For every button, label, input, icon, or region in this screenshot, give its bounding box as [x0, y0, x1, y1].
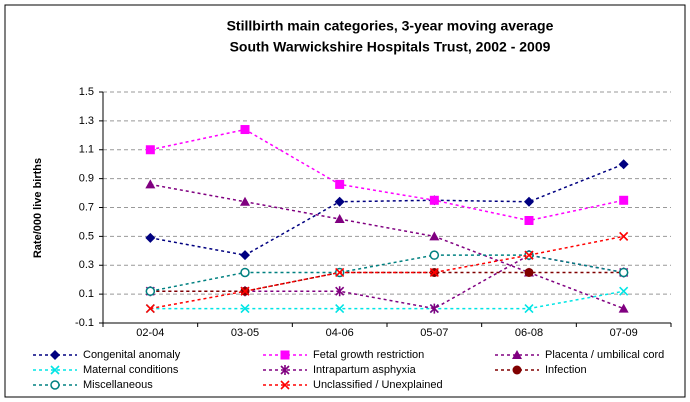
- x-tick-label: 07-09: [610, 327, 638, 339]
- marker: [618, 267, 629, 278]
- legend-label: Maternal conditions: [83, 364, 179, 376]
- marker: [618, 159, 629, 170]
- series-line: [150, 163, 624, 256]
- marker: [240, 303, 250, 314]
- y-tick-label: 0.5: [79, 230, 94, 242]
- marker: [240, 250, 250, 261]
- y-tick-label: 1.3: [79, 115, 94, 127]
- series-line: [150, 128, 624, 222]
- marker: [429, 250, 440, 260]
- marker: [145, 286, 156, 296]
- marker: [335, 179, 345, 189]
- plot: -0.1 0.1 0.3 0.5 0.7 0.9 1.1 1.3 1.5 02-04 03-05 04…: [33, 86, 672, 391]
- legend-label: Intrapartum asphyxia: [313, 364, 417, 376]
- marker: [240, 196, 250, 206]
- x-tick-label: 05-07: [420, 327, 448, 339]
- marker: [429, 303, 439, 314]
- x-tick-label: 02-04: [136, 327, 164, 339]
- marker: [145, 145, 155, 155]
- series-line: [150, 183, 624, 310]
- legend-label: Unclassified / Unexplained: [313, 379, 443, 391]
- legend-label: Fetal growth restriction: [313, 349, 424, 361]
- y-tick-label: -0.1: [75, 317, 94, 329]
- y-axis-label: Rate/000 live births: [32, 158, 44, 258]
- marker: [334, 196, 345, 207]
- marker: [50, 380, 60, 390]
- x-tick-label: 04-06: [326, 327, 354, 339]
- marker: [280, 380, 290, 390]
- marker: [145, 232, 156, 243]
- x-tick-label: 03-05: [231, 327, 259, 339]
- legend-label: Congenital anomaly: [83, 349, 181, 361]
- marker: [524, 196, 534, 207]
- marker: [145, 303, 155, 314]
- marker: [50, 350, 60, 360]
- y-tick-label: 0.7: [79, 201, 94, 213]
- legend-label: Infection: [545, 364, 587, 376]
- marker: [619, 231, 629, 241]
- marker: [280, 365, 290, 375]
- series-line: [150, 290, 624, 310]
- y-tick-label: 0.3: [79, 259, 94, 271]
- marker: [524, 250, 534, 260]
- marker: [429, 231, 440, 241]
- marker: [429, 195, 439, 205]
- legend-label: Placenta / umbilical cord: [545, 349, 664, 361]
- marker: [240, 125, 250, 135]
- series-line: [150, 235, 624, 310]
- marker: [50, 365, 60, 375]
- marker: [524, 303, 534, 314]
- legend-label: Miscellaneous: [83, 379, 153, 391]
- chart-title: Stillbirth main categories, 3-year movin…: [227, 18, 554, 34]
- marker: [335, 286, 345, 297]
- x-tick-label: 06-08: [515, 327, 543, 339]
- y-tick-label: 0.9: [79, 173, 94, 185]
- marker: [240, 286, 250, 296]
- marker: [618, 303, 629, 313]
- marker: [619, 195, 629, 205]
- marker: [524, 267, 534, 277]
- series-line: [150, 271, 624, 292]
- y-tick-label: 1.1: [79, 144, 94, 156]
- series-line: [150, 254, 624, 292]
- marker: [334, 214, 345, 224]
- marker: [512, 350, 522, 359]
- marker: [524, 215, 534, 225]
- y-tick-label: 0.1: [79, 288, 94, 300]
- marker: [335, 267, 345, 278]
- marker: [429, 267, 439, 278]
- marker: [619, 286, 629, 296]
- marker: [240, 267, 250, 278]
- marker: [512, 365, 522, 375]
- marker: [145, 179, 156, 189]
- marker: [335, 303, 345, 314]
- chart-subtitle: South Warwickshire Hospitals Trust, 2002…: [230, 39, 551, 55]
- marker: [280, 350, 290, 360]
- y-tick-label: 1.5: [79, 86, 94, 98]
